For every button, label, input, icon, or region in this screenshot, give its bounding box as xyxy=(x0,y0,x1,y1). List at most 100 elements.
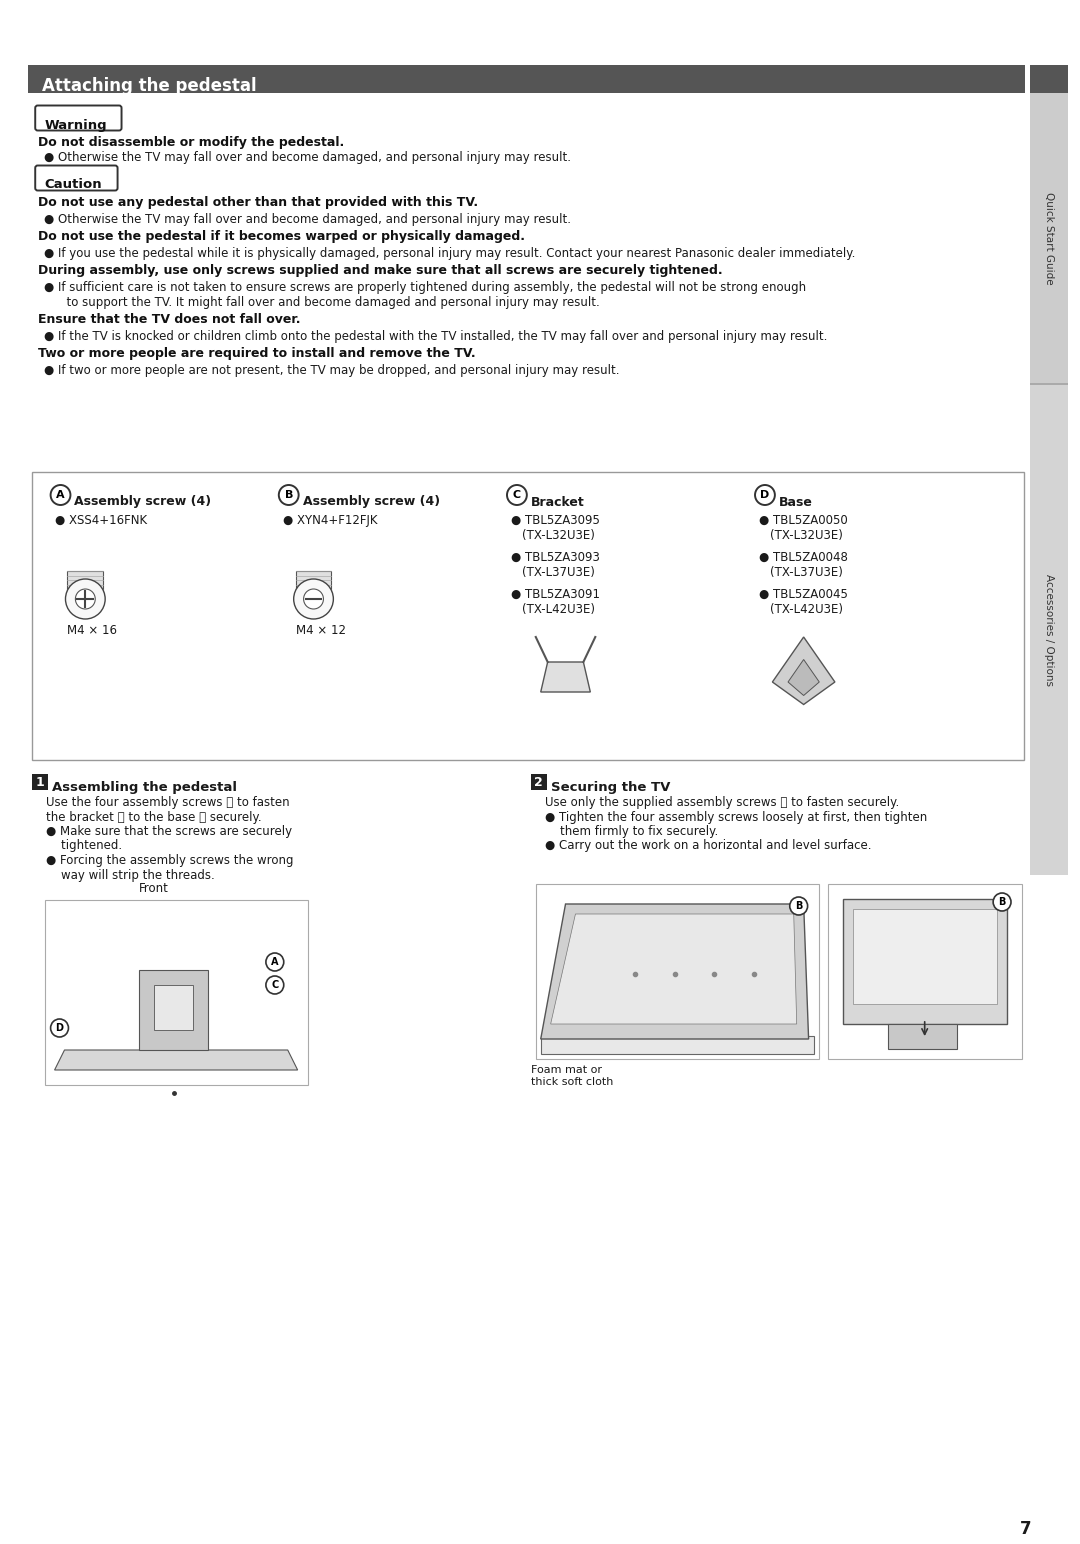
Text: ● TBL5ZA3093: ● TBL5ZA3093 xyxy=(511,551,599,564)
Text: ● TBL5ZA3095: ● TBL5ZA3095 xyxy=(511,514,599,527)
Text: ● XYN4+F12FJK: ● XYN4+F12FJK xyxy=(283,514,377,527)
Text: ● TBL5ZA0045: ● TBL5ZA0045 xyxy=(759,588,848,601)
Polygon shape xyxy=(541,1036,813,1055)
Text: them firmly to fix securely.: them firmly to fix securely. xyxy=(544,824,718,838)
Bar xyxy=(31,472,1024,760)
Circle shape xyxy=(266,953,284,971)
Text: 2: 2 xyxy=(535,775,543,789)
Text: ● XSS4+16FNK: ● XSS4+16FNK xyxy=(55,514,147,527)
Bar xyxy=(536,885,819,1059)
Text: Assembly screw (4): Assembly screw (4) xyxy=(75,496,212,508)
Text: B: B xyxy=(795,902,802,911)
Text: A: A xyxy=(56,489,65,500)
Text: (TX-L37U3E): (TX-L37U3E) xyxy=(770,567,842,579)
Text: ● If two or more people are not present, the TV may be dropped, and personal inj: ● If two or more people are not present,… xyxy=(43,364,619,377)
Text: Base: Base xyxy=(779,496,813,508)
Text: D: D xyxy=(760,489,770,500)
Polygon shape xyxy=(772,638,835,704)
Text: Attaching the pedestal: Attaching the pedestal xyxy=(42,77,256,96)
Text: (TX-L42U3E): (TX-L42U3E) xyxy=(522,604,595,616)
Polygon shape xyxy=(541,903,809,1039)
Text: C: C xyxy=(271,980,279,990)
Circle shape xyxy=(266,976,284,994)
Polygon shape xyxy=(888,1024,958,1048)
Text: ● Forcing the assembly screws the wrong: ● Forcing the assembly screws the wrong xyxy=(45,854,293,868)
Text: the bracket Ⓒ to the base Ⓓ securely.: the bracket Ⓒ to the base Ⓓ securely. xyxy=(45,811,261,823)
Text: A: A xyxy=(271,957,279,967)
Text: (TX-L37U3E): (TX-L37U3E) xyxy=(522,567,595,579)
Text: 1: 1 xyxy=(36,775,44,789)
Text: M4 × 16: M4 × 16 xyxy=(67,624,118,638)
Text: Do not use any pedestal other than that provided with this TV.: Do not use any pedestal other than that … xyxy=(38,196,477,208)
Ellipse shape xyxy=(66,579,105,619)
Text: Caution: Caution xyxy=(44,179,103,191)
Text: Quick Start Guide: Quick Start Guide xyxy=(1043,191,1054,284)
Text: Do not disassemble or modify the pedestal.: Do not disassemble or modify the pedesta… xyxy=(38,136,343,150)
Text: ● Make sure that the screws are securely: ● Make sure that the screws are securely xyxy=(45,824,292,838)
Bar xyxy=(1030,384,1067,875)
Circle shape xyxy=(51,485,70,505)
Text: B: B xyxy=(284,489,293,500)
Text: D: D xyxy=(55,1024,64,1033)
Text: ● TBL5ZA0050: ● TBL5ZA0050 xyxy=(759,514,848,527)
Text: During assembly, use only screws supplied and make sure that all screws are secu: During assembly, use only screws supplie… xyxy=(38,264,723,276)
Text: (TX-L32U3E): (TX-L32U3E) xyxy=(522,530,595,542)
Bar xyxy=(296,571,332,593)
Text: C: C xyxy=(513,489,521,500)
Text: M4 × 12: M4 × 12 xyxy=(296,624,346,638)
FancyBboxPatch shape xyxy=(36,105,122,131)
Text: 7: 7 xyxy=(1021,1519,1031,1538)
Polygon shape xyxy=(55,1050,298,1070)
Text: Two or more people are required to install and remove the TV.: Two or more people are required to insta… xyxy=(38,347,475,360)
Bar xyxy=(1030,383,1067,384)
Bar xyxy=(1030,65,1067,93)
Bar xyxy=(153,985,193,1030)
Text: (TX-L32U3E): (TX-L32U3E) xyxy=(770,530,842,542)
Polygon shape xyxy=(843,899,1007,1024)
Text: Ensure that the TV does not fall over.: Ensure that the TV does not fall over. xyxy=(38,313,300,326)
Text: Foam mat or
thick soft cloth: Foam mat or thick soft cloth xyxy=(530,1065,613,1087)
Text: ● If the TV is knocked or children climb onto the pedestal with the TV installed: ● If the TV is knocked or children climb… xyxy=(43,330,827,343)
Bar xyxy=(44,900,308,1085)
Text: Use only the supplied assembly screws Ⓑ to fasten securely.: Use only the supplied assembly screws Ⓑ … xyxy=(544,797,899,809)
Text: ● TBL5ZA3091: ● TBL5ZA3091 xyxy=(511,588,600,601)
Circle shape xyxy=(789,897,808,916)
Bar xyxy=(1030,93,1067,383)
Text: to support the TV. It might fall over and become damaged and personal injury may: to support the TV. It might fall over an… xyxy=(43,296,599,309)
Text: ● Carry out the work on a horizontal and level surface.: ● Carry out the work on a horizontal and… xyxy=(544,840,872,852)
Text: ● If sufficient care is not taken to ensure screws are properly tightened during: ● If sufficient care is not taken to ens… xyxy=(43,281,806,293)
Text: Securing the TV: Securing the TV xyxy=(551,781,670,794)
Circle shape xyxy=(51,1019,68,1038)
Text: (TX-L42U3E): (TX-L42U3E) xyxy=(770,604,842,616)
Text: ● Otherwise the TV may fall over and become damaged, and personal injury may res: ● Otherwise the TV may fall over and bec… xyxy=(43,151,570,164)
Text: Use the four assembly screws Ⓐ to fasten: Use the four assembly screws Ⓐ to fasten xyxy=(45,797,289,809)
Polygon shape xyxy=(551,914,797,1024)
Ellipse shape xyxy=(294,579,334,619)
Circle shape xyxy=(755,485,774,505)
Bar xyxy=(28,65,1025,93)
Polygon shape xyxy=(788,659,820,695)
Text: Assembling the pedestal: Assembling the pedestal xyxy=(52,781,237,794)
Text: Bracket: Bracket xyxy=(530,496,584,508)
Circle shape xyxy=(279,485,299,505)
Text: way will strip the threads.: way will strip the threads. xyxy=(45,868,215,882)
Text: ● Otherwise the TV may fall over and become damaged, and personal injury may res: ● Otherwise the TV may fall over and bec… xyxy=(43,213,570,225)
Text: ● If you use the pedestal while it is physically damaged, personal injury may re: ● If you use the pedestal while it is ph… xyxy=(43,247,855,259)
Text: Accessories / Options: Accessories / Options xyxy=(1043,574,1054,686)
Text: ● TBL5ZA0048: ● TBL5ZA0048 xyxy=(759,551,848,564)
Bar xyxy=(31,774,48,791)
Text: Assembly screw (4): Assembly screw (4) xyxy=(302,496,440,508)
Ellipse shape xyxy=(303,588,323,608)
Text: Do not use the pedestal if it becomes warped or physically damaged.: Do not use the pedestal if it becomes wa… xyxy=(38,230,525,242)
Ellipse shape xyxy=(76,588,95,608)
Circle shape xyxy=(994,892,1011,911)
Circle shape xyxy=(507,485,527,505)
Polygon shape xyxy=(853,909,997,1004)
Text: Front: Front xyxy=(139,882,168,896)
Polygon shape xyxy=(541,662,591,692)
FancyBboxPatch shape xyxy=(36,165,118,190)
Text: B: B xyxy=(998,897,1005,906)
Bar xyxy=(67,571,104,593)
Bar xyxy=(828,885,1022,1059)
Bar xyxy=(530,774,546,791)
